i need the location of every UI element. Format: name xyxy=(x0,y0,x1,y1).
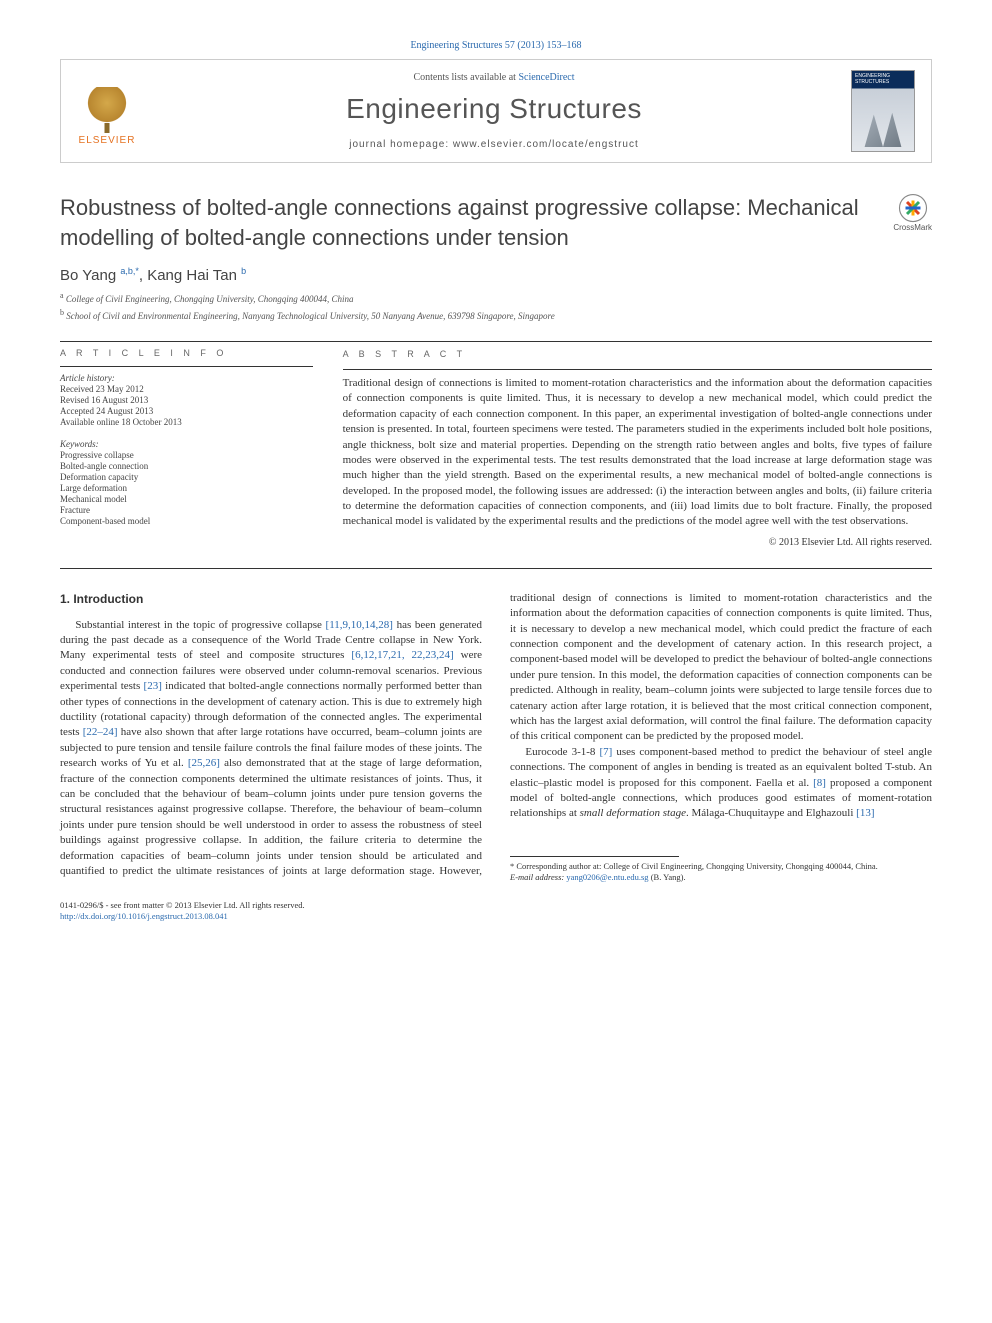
paper-title: Robustness of bolted-angle connections a… xyxy=(60,193,873,252)
contents-line: Contents lists available at ScienceDirec… xyxy=(137,72,851,83)
abstract-label: A B S T R A C T xyxy=(343,348,932,361)
keywords-label: Keywords: xyxy=(60,439,313,449)
publisher-name: ELSEVIER xyxy=(79,135,136,146)
homepage-url[interactable]: www.elsevier.com/locate/engstruct xyxy=(453,139,639,150)
article-info-label: A R T I C L E I N F O xyxy=(60,348,313,358)
journal-name: Engineering Structures xyxy=(137,93,851,125)
history-label: Article history: xyxy=(60,373,313,383)
divider xyxy=(60,341,932,342)
keyword: Deformation capacity xyxy=(60,472,313,482)
journal-cover-thumb xyxy=(851,70,915,152)
citation-line: Engineering Structures 57 (2013) 153–168 xyxy=(60,40,932,51)
email-label: E-mail address: xyxy=(510,872,566,882)
front-matter-line: 0141-0296/$ - see front matter © 2013 El… xyxy=(60,900,932,911)
keyword: Large deformation xyxy=(60,483,313,493)
abstract-copyright: © 2013 Elsevier Ltd. All rights reserved… xyxy=(343,536,932,550)
footnote-separator xyxy=(510,856,679,857)
citation-ref[interactable]: [25,26] xyxy=(188,757,220,769)
body-text: 1. Introduction Substantial interest in … xyxy=(60,591,932,884)
abstract: A B S T R A C T Traditional design of co… xyxy=(343,348,932,550)
citation-ref[interactable]: [23] xyxy=(144,680,162,692)
elsevier-tree-icon xyxy=(87,87,127,127)
paragraph: Substantial interest in the topic of pro… xyxy=(60,591,932,884)
section-heading: 1. Introduction xyxy=(60,591,482,608)
keyword: Component-based model xyxy=(60,516,313,526)
history-line: Received 23 May 2012 xyxy=(60,384,313,394)
footer: 0141-0296/$ - see front matter © 2013 El… xyxy=(60,900,932,922)
keyword: Progressive collapse xyxy=(60,450,313,460)
history-line: Accepted 24 August 2013 xyxy=(60,406,313,416)
contents-prefix: Contents lists available at xyxy=(413,72,518,83)
authors: Bo Yang a,b,*, Kang Hai Tan b xyxy=(60,266,932,284)
affiliation-a: College of Civil Engineering, Chongqing … xyxy=(66,294,354,304)
doi-link[interactable]: http://dx.doi.org/10.1016/j.engstruct.20… xyxy=(60,911,228,921)
keyword: Mechanical model xyxy=(60,494,313,504)
corresponding-author: * Corresponding author at: College of Ci… xyxy=(510,861,932,872)
citation-ref[interactable]: [22–24] xyxy=(83,726,118,738)
citation-ref[interactable]: [11,9,10,14,28] xyxy=(326,619,393,631)
keyword: Fracture xyxy=(60,505,313,515)
paragraph: Eurocode 3-1-8 [7] uses component-based … xyxy=(510,745,932,822)
article-info: A R T I C L E I N F O Article history: R… xyxy=(60,348,313,550)
citation-ref[interactable]: [6,12,17,21, 22,23,24] xyxy=(351,649,453,661)
affiliation-b: School of Civil and Environmental Engine… xyxy=(66,311,554,321)
abstract-text: Traditional design of connections is lim… xyxy=(343,376,932,530)
sciencedirect-link[interactable]: ScienceDirect xyxy=(518,72,574,83)
divider xyxy=(60,568,932,569)
citation-ref[interactable]: [13] xyxy=(856,807,874,819)
journal-homepage: journal homepage: www.elsevier.com/locat… xyxy=(137,139,851,150)
history-line: Available online 18 October 2013 xyxy=(60,417,313,427)
author-email-link[interactable]: yang0206@e.ntu.edu.sg xyxy=(566,872,648,882)
citation-ref[interactable]: [7] xyxy=(599,746,612,758)
affiliations: a College of Civil Engineering, Chongqin… xyxy=(60,290,932,323)
keyword: Bolted-angle connection xyxy=(60,461,313,471)
crossmark-label: CrossMark xyxy=(893,223,932,232)
crossmark-icon xyxy=(898,193,928,223)
history-line: Revised 16 August 2013 xyxy=(60,395,313,405)
footnotes: * Corresponding author at: College of Ci… xyxy=(510,861,932,884)
publisher-logo: ELSEVIER xyxy=(77,76,137,146)
crossmark-badge[interactable]: CrossMark xyxy=(893,193,932,232)
citation-ref[interactable]: [8] xyxy=(813,777,826,789)
journal-header: ELSEVIER Contents lists available at Sci… xyxy=(60,59,932,163)
